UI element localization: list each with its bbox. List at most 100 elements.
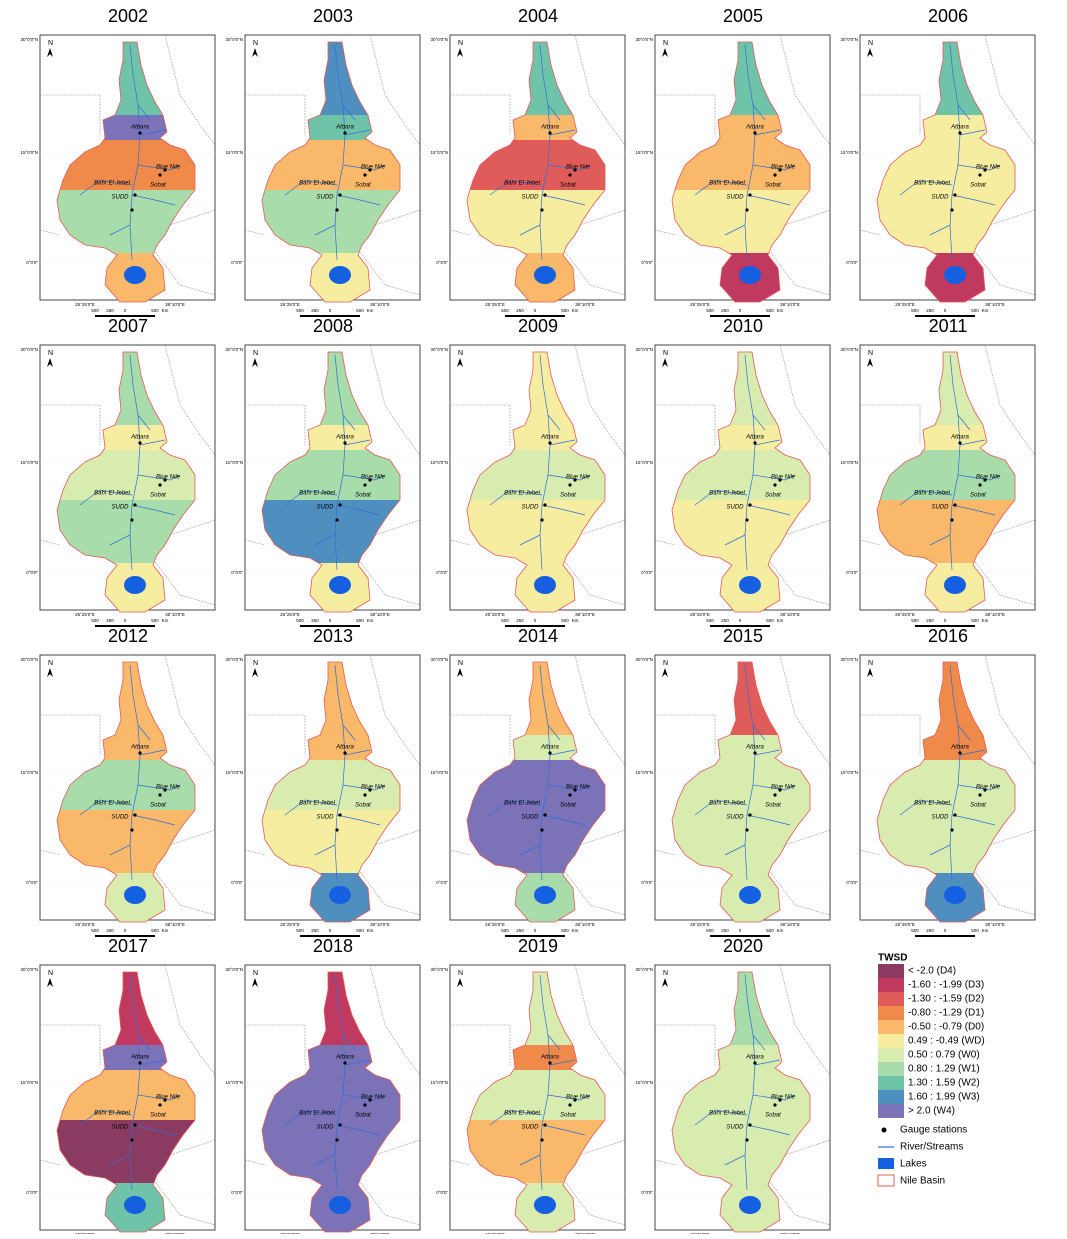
scale-label: 500 — [356, 928, 364, 933]
north-arrow: N — [663, 970, 668, 977]
place-label: Sobat — [765, 183, 781, 189]
scale-label: Km — [162, 308, 169, 313]
legend-swatch — [878, 1006, 904, 1020]
panel-year: 2011 — [929, 316, 968, 336]
place-label: Bahr El Jebel — [914, 801, 950, 807]
gauge-station — [335, 518, 338, 521]
lon-label: 25°25'0"E — [485, 612, 505, 617]
gauge-station — [335, 828, 338, 831]
scale-label: 250 — [311, 928, 319, 933]
scale-label: 500 — [151, 928, 159, 933]
page: 2002AtbaraBlue NileSobatBahr El JebelSUD… — [0, 0, 1067, 1239]
lat-label: 15°0'0"N — [225, 150, 243, 155]
gauge-station — [953, 503, 956, 506]
lake — [329, 576, 351, 594]
lat-label: 30°0'0"N — [840, 657, 858, 662]
place-label: Atbara — [335, 745, 354, 751]
place-label: SUDD — [726, 815, 744, 821]
scale-label: 500 — [766, 308, 774, 313]
gauge-station — [338, 193, 341, 196]
lat-label: 0°0'0" — [231, 880, 243, 885]
panel-year: 2013 — [313, 626, 353, 646]
lat-label: 0°0'0" — [231, 570, 243, 575]
place-label: Bahr El Jebel — [94, 801, 130, 807]
lat-label: 30°0'0"N — [430, 347, 448, 352]
north-arrow: N — [253, 660, 258, 667]
scale-label: 500 — [911, 928, 919, 933]
north-arrow: N — [253, 40, 258, 47]
scale-label: 0 — [329, 618, 332, 623]
place-label: Atbara — [745, 1055, 764, 1061]
place-label: Blue Nile — [976, 165, 1001, 171]
place-label: Blue Nile — [156, 1095, 181, 1101]
place-label: Sobat — [970, 183, 986, 189]
gauge-station — [748, 813, 751, 816]
lat-label: 30°0'0"N — [430, 967, 448, 972]
place-label: Bahr El Jebel — [709, 181, 745, 187]
gauge-station — [543, 503, 546, 506]
scale-label: Km — [777, 308, 784, 313]
lon-label: 38°10'0"E — [165, 612, 185, 617]
north-arrow: N — [48, 660, 53, 667]
place-label: Bahr El Jebel — [94, 491, 130, 497]
lat-label: 15°0'0"N — [840, 770, 858, 775]
scale-label: 0 — [739, 928, 742, 933]
gauge-station — [978, 793, 981, 796]
lat-label: 30°0'0"N — [840, 347, 858, 352]
place-label: Blue Nile — [361, 1095, 386, 1101]
scale-label: 500 — [766, 618, 774, 623]
scale-label: Km — [777, 618, 784, 623]
place-label: Atbara — [540, 745, 559, 751]
place-label: SUDD — [726, 195, 744, 201]
scale-label: 250 — [516, 618, 524, 623]
legend-label: 0.80 : 1.29 (W1) — [908, 1064, 980, 1075]
place-label: Sobat — [355, 493, 371, 499]
lat-label: 0°0'0" — [436, 570, 448, 575]
lon-label: 38°10'0"E — [575, 922, 595, 927]
panel-year: 2020 — [723, 936, 763, 956]
gauge-station — [133, 1123, 136, 1126]
lake — [124, 1196, 146, 1214]
place-label: Atbara — [540, 1055, 559, 1061]
legend-label: -1.60 : -1.99 (D3) — [908, 980, 984, 991]
map-panel: AtbaraBlue NileSobatBahr El JebelSUDDN30… — [225, 965, 420, 1234]
scale-label: 500 — [706, 308, 714, 313]
place-label: Atbara — [540, 435, 559, 441]
scale-label: 250 — [106, 308, 114, 313]
gauge-station — [338, 813, 341, 816]
gauge-station — [363, 483, 366, 486]
legend-label: 1.60 : 1.99 (W3) — [908, 1092, 980, 1103]
gauge-station — [338, 503, 341, 506]
legend-swatch — [878, 1062, 904, 1076]
lat-label: 0°0'0" — [231, 260, 243, 265]
place-label: SUDD — [316, 1125, 334, 1131]
lat-label: 30°0'0"N — [635, 37, 653, 42]
scale-label: 500 — [911, 618, 919, 623]
panel-year: 2008 — [313, 316, 353, 336]
gauge-station — [138, 751, 141, 754]
lat-label: 0°0'0" — [231, 1190, 243, 1195]
lon-label: 25°25'0"E — [75, 922, 95, 927]
place-label: SUDD — [111, 815, 129, 821]
gauge-station — [540, 828, 543, 831]
gauge-station — [343, 441, 346, 444]
panel-year: 2016 — [928, 626, 968, 646]
map-panel: AtbaraBlue NileSobatBahr El JebelSUDDN30… — [430, 965, 625, 1234]
map-panel: AtbaraBlue NileSobatBahr El JebelSUDDN30… — [635, 35, 830, 317]
lake — [739, 1196, 761, 1214]
scale-label: 500 — [766, 928, 774, 933]
lon-label: 38°10'0"E — [165, 302, 185, 307]
lat-label: 30°0'0"N — [430, 657, 448, 662]
scale-label: 500 — [971, 928, 979, 933]
gauge-station — [158, 483, 161, 486]
gauge-station — [978, 483, 981, 486]
legend-basin-icon — [878, 1175, 894, 1186]
north-arrow: N — [663, 350, 668, 357]
lat-label: 15°0'0"N — [20, 1080, 38, 1085]
gauge-station — [335, 208, 338, 211]
gauge-station — [158, 1103, 161, 1106]
gauge-station — [568, 483, 571, 486]
gauge-station — [953, 193, 956, 196]
legend-label: < -2.0 (D4) — [908, 966, 956, 977]
